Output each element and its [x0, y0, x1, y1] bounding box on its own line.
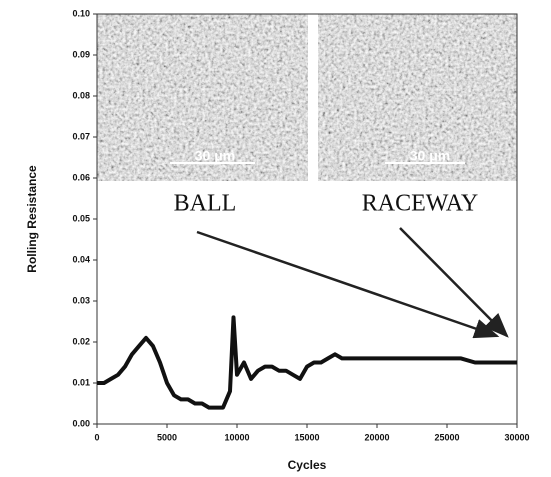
annotation: BALL [174, 191, 237, 217]
sem-image-raceway [318, 14, 517, 181]
x-tick-label: 20000 [364, 432, 389, 442]
x-axis-label: Cycles [288, 458, 327, 472]
y-tick-label: 0.07 [72, 131, 90, 141]
annotation: RACEWAY [362, 191, 478, 217]
sem-image-ball [97, 14, 308, 181]
x-tick-label: 0 [94, 432, 99, 442]
y-tick-label: 0.05 [72, 213, 90, 223]
y-tick-label: 0.04 [72, 254, 90, 264]
y-tick-label: 0.08 [72, 90, 90, 100]
data-line [97, 315, 517, 410]
y-tick-label: 0.01 [72, 377, 90, 387]
scale-bar-label: 30 μm [195, 148, 235, 164]
arrow [399, 227, 509, 338]
y-tick-label: 0.00 [72, 418, 90, 428]
y-tick-label: 0.10 [72, 8, 90, 18]
scale-bar-label: 30 μm [410, 148, 450, 164]
x-tick-label: 10000 [224, 432, 249, 442]
x-tick-label: 30000 [504, 432, 529, 442]
y-tick-label: 0.02 [72, 336, 90, 346]
y-axis-label: Rolling Resistance [25, 165, 39, 273]
x-tick-label: 25000 [434, 432, 459, 442]
arrow [196, 230, 500, 339]
y-tick-label: 0.03 [72, 295, 90, 305]
y-tick-label: 0.09 [72, 49, 90, 59]
x-tick-label: 15000 [294, 432, 319, 442]
y-tick-label: 0.06 [72, 172, 90, 182]
x-tick-label: 5000 [157, 432, 177, 442]
